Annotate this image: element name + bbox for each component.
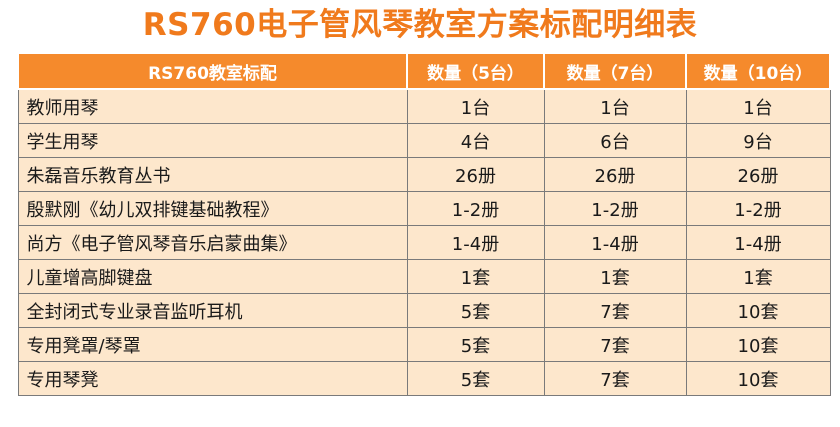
qty-10: 9台: [685, 123, 831, 158]
table-row: 专用凳罩/琴罩 5套 7套 10套: [17, 327, 831, 362]
table-row: 殷默刚《幼儿双排键基础教程》 1-2册 1-2册 1-2册: [17, 191, 831, 226]
header-qty-10: 数量（10台）: [685, 52, 831, 90]
qty-10: 10套: [685, 361, 831, 396]
qty-5: 5套: [406, 293, 545, 328]
qty-10: 1套: [685, 259, 831, 294]
table-row: 全封闭式专业录音监听耳机 5套 7套 10套: [17, 293, 831, 328]
header-item: RS760教室标配: [17, 52, 408, 90]
qty-10: 1台: [685, 88, 831, 124]
qty-7: 7套: [543, 361, 687, 396]
qty-7: 1套: [543, 259, 687, 294]
qty-7: 26册: [543, 157, 687, 192]
qty-5: 1-4册: [406, 225, 545, 260]
table-row: 教师用琴 1台 1台 1台: [17, 88, 831, 124]
table-row: 儿童增高脚键盘 1套 1套 1套: [17, 259, 831, 294]
table-row: 学生用琴 4台 6台 9台: [17, 123, 831, 158]
qty-5: 4台: [406, 123, 545, 158]
table-row: 尚方《电子管风琴音乐启蒙曲集》 1-4册 1-4册 1-4册: [17, 225, 831, 260]
qty-10: 10套: [685, 327, 831, 362]
spec-table: RS760教室标配 数量（5台） 数量（7台） 数量（10台） 教师用琴 1台 …: [17, 52, 831, 396]
page-title: RS760电子管风琴教室方案标配明细表: [142, 7, 698, 43]
qty-5: 5套: [406, 327, 545, 362]
item-name: 尚方《电子管风琴音乐启蒙曲集》: [17, 225, 408, 260]
item-name: 殷默刚《幼儿双排键基础教程》: [17, 191, 408, 226]
header-qty-5: 数量（5台）: [406, 52, 545, 90]
qty-10: 1-2册: [685, 191, 831, 226]
table-row: 专用琴凳 5套 7套 10套: [17, 361, 831, 396]
qty-7: 7套: [543, 293, 687, 328]
qty-5: 1-2册: [406, 191, 545, 226]
table-row: 朱磊音乐教育丛书 26册 26册 26册: [17, 157, 831, 192]
item-name: 专用琴凳: [17, 361, 408, 396]
qty-7: 6台: [543, 123, 687, 158]
item-name: 学生用琴: [17, 123, 408, 158]
qty-7: 7套: [543, 327, 687, 362]
qty-7: 1-4册: [543, 225, 687, 260]
item-name: 教师用琴: [17, 88, 408, 124]
qty-5: 1套: [406, 259, 545, 294]
table-header-row: RS760教室标配 数量（5台） 数量（7台） 数量（10台）: [17, 52, 831, 90]
header-qty-7: 数量（7台）: [543, 52, 687, 90]
qty-7: 1-2册: [543, 191, 687, 226]
item-name: 儿童增高脚键盘: [17, 259, 408, 294]
item-name: 专用凳罩/琴罩: [17, 327, 408, 362]
qty-10: 1-4册: [685, 225, 831, 260]
qty-5: 5套: [406, 361, 545, 396]
item-name: 全封闭式专业录音监听耳机: [17, 293, 408, 328]
qty-10: 26册: [685, 157, 831, 192]
qty-5: 26册: [406, 157, 545, 192]
qty-10: 10套: [685, 293, 831, 328]
qty-5: 1台: [406, 88, 545, 124]
qty-7: 1台: [543, 88, 687, 124]
item-name: 朱磊音乐教育丛书: [17, 157, 408, 192]
